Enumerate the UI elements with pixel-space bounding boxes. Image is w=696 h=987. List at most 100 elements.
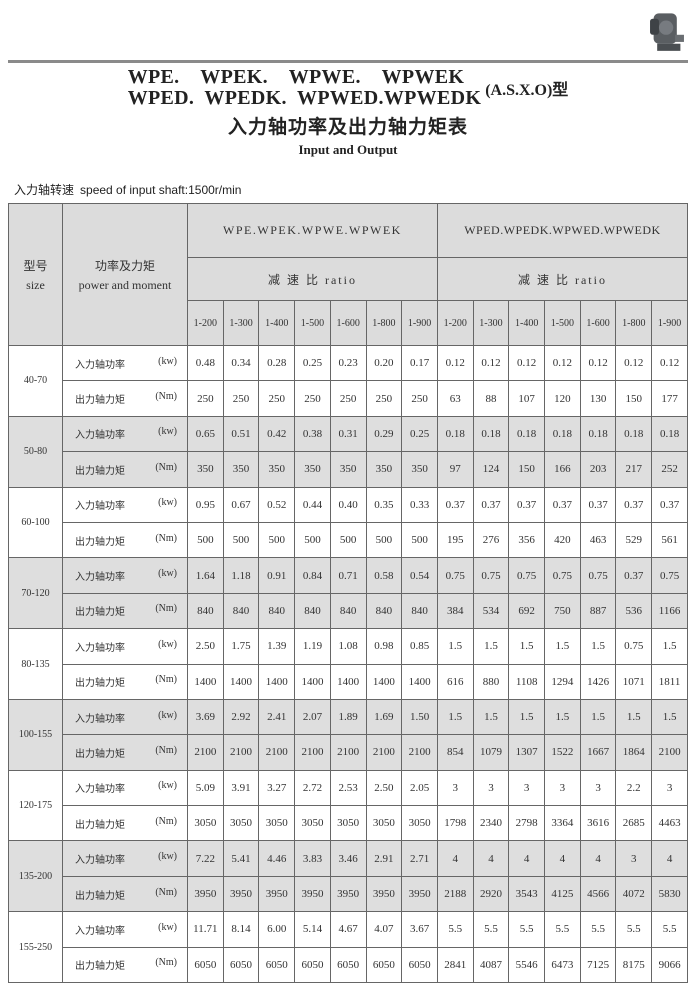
torque-value-cell: 6050 <box>401 946 438 984</box>
torque-value-cell: 2920 <box>472 875 510 913</box>
power-value-cell: 11.71 <box>187 911 224 948</box>
torque-value-cell: 3050 <box>365 805 403 842</box>
torque-value-cell: 350 <box>294 451 331 488</box>
size-cell: 100-155 <box>8 698 63 771</box>
power-value-cell: 1.5 <box>579 628 617 665</box>
power-label: 入力轴功率 (kw) <box>62 698 188 736</box>
power-value-cell: 0.29 <box>365 415 403 453</box>
table-row-torque: 出力轴力矩 (Nm) 350 350 350 350 350 350 350 97 124 150 16… <box>9 451 688 488</box>
torque-value-cell: 1400 <box>329 663 367 700</box>
torque-label-text: 出力轴力矩 <box>75 961 125 973</box>
torque-value-cell: 500 <box>329 521 367 559</box>
torque-value-cell: 536 <box>615 592 653 630</box>
torque-value-cell: 3950 <box>187 875 224 913</box>
performance-table: 型号 size 功率及力矩 power and moment WPE.WPEK.WP… <box>8 203 689 984</box>
power-value-cell: 1.19 <box>294 628 331 665</box>
ratio-cell: 1-600 <box>579 300 617 346</box>
power-value-cell: 3.69 <box>187 698 224 736</box>
power-value-cell: 0.18 <box>544 415 581 453</box>
ratio-cell: 1-500 <box>294 300 331 346</box>
torque-value-cell: 6050 <box>294 946 331 984</box>
torque-value-cell: 5546 <box>508 946 546 984</box>
power-unit: (kw) <box>158 568 177 580</box>
power-value-cell: 1.08 <box>329 628 367 665</box>
power-value-cell: 2.71 <box>401 840 438 877</box>
torque-value-cell: 420 <box>544 521 581 559</box>
torque-value-cell: 2798 <box>508 805 546 842</box>
torque-value-cell: 1522 <box>544 734 581 771</box>
torque-value-cell: 4072 <box>615 875 653 913</box>
torque-value-cell: 500 <box>258 521 296 559</box>
power-value-cell: 3 <box>615 840 653 877</box>
torque-value-cell: 350 <box>222 451 260 488</box>
power-value-cell: 0.31 <box>329 415 367 453</box>
title-line-2: WPED. WPEDK. WPWED.WPWEDK <box>127 87 482 109</box>
torque-unit: (Nm) <box>155 886 177 898</box>
power-value-cell: 0.18 <box>651 415 688 453</box>
table-row-torque: 出力轴力矩 (Nm) 840 840 840 840 840 840 840 384 534 692 7… <box>9 592 688 630</box>
torque-value-cell: 276 <box>472 521 510 559</box>
power-value-cell: 0.18 <box>508 415 546 453</box>
power-value-cell: 0.18 <box>579 415 617 453</box>
power-value-cell: 4 <box>508 840 546 877</box>
torque-unit: (Nm) <box>155 674 177 686</box>
table-row-power: 70-120 入力轴功率 (kw) 1.64 1.18 0.91 0.84 0.71 0.58 0… <box>8 557 688 630</box>
power-value-cell: 2.2 <box>615 769 653 807</box>
table-row-power: 60-100 入力轴功率 (kw) 0.95 0.67 0.52 0.44 0.40 0.35 0… <box>8 486 688 559</box>
torque-value-cell: 1108 <box>508 663 546 700</box>
torque-value-cell: 6473 <box>544 946 581 984</box>
power-value-cell: 0.38 <box>294 415 331 453</box>
torque-value-cell: 692 <box>508 592 546 630</box>
torque-value-cell: 6050 <box>329 946 367 984</box>
torque-value-cell: 500 <box>294 521 331 559</box>
ratio-header-1: 减 速 比 ratio <box>187 257 438 301</box>
torque-value-cell: 63 <box>436 380 474 417</box>
table-row-torque: 出力轴力矩 (Nm) 500 500 500 500 500 500 500 195 276 356 4… <box>9 521 688 559</box>
power-value-cell: 4 <box>544 840 581 877</box>
torque-value-cell: 840 <box>222 592 260 630</box>
ratio-cell: 1-400 <box>508 300 546 346</box>
power-value-cell: 0.52 <box>258 486 296 523</box>
power-value-cell: 2.05 <box>401 769 438 807</box>
torque-value-cell: 1400 <box>365 663 403 700</box>
table-row-power: 50-80 入力轴功率 (kw) 0.65 0.51 0.42 0.38 0.31 0.29 0.… <box>8 415 688 488</box>
torque-value-cell: 534 <box>472 592 510 630</box>
power-value-cell: 5.14 <box>294 911 331 948</box>
power-value-cell: 5.5 <box>579 911 617 948</box>
torque-value-cell: 3950 <box>294 875 331 913</box>
power-value-cell: 1.5 <box>544 698 581 736</box>
power-value-cell: 0.20 <box>365 344 403 382</box>
torque-value-cell: 5830 <box>651 875 688 913</box>
torque-value-cell: 2100 <box>365 734 403 771</box>
torque-value-cell: 6050 <box>222 946 260 984</box>
power-value-cell: 0.42 <box>258 415 296 453</box>
torque-value-cell: 2100 <box>651 734 688 771</box>
power-value-cell: 0.75 <box>651 557 688 594</box>
torque-value-cell: 2100 <box>258 734 296 771</box>
torque-value-cell: 350 <box>365 451 403 488</box>
table-row-torque: 出力轴力矩 (Nm) 250 250 250 250 250 250 250 63 88 107 120… <box>9 380 688 417</box>
power-value-cell: 0.23 <box>329 344 367 382</box>
torque-value-cell: 3950 <box>401 875 438 913</box>
power-value-cell: 0.17 <box>401 344 438 382</box>
size-cell: 80-135 <box>8 628 63 700</box>
torque-label-text: 出力轴力矩 <box>75 536 125 548</box>
torque-value-cell: 1864 <box>615 734 653 771</box>
ratio-cell: 1-400 <box>258 300 296 346</box>
torque-value-cell: 203 <box>579 451 617 488</box>
power-label-text: 入力轴功率 <box>75 430 125 442</box>
torque-value-cell: 3050 <box>258 805 296 842</box>
torque-value-cell: 1294 <box>544 663 581 700</box>
power-value-cell: 2.53 <box>329 769 367 807</box>
torque-value-cell: 177 <box>651 380 688 417</box>
torque-value-cell: 252 <box>651 451 688 488</box>
power-value-cell: 3 <box>544 769 581 807</box>
power-label-text: 入力轴功率 <box>75 572 125 584</box>
power-value-cell: 5.5 <box>615 911 653 948</box>
size-cell: 50-80 <box>8 415 63 488</box>
power-value-cell: 0.18 <box>472 415 510 453</box>
torque-value-cell: 250 <box>401 380 438 417</box>
group-header-1: WPE.WPEK.WPWE.WPWEK <box>187 203 438 258</box>
power-value-cell: 1.5 <box>472 628 510 665</box>
torque-label: 出力轴力矩 (Nm) <box>62 521 188 559</box>
